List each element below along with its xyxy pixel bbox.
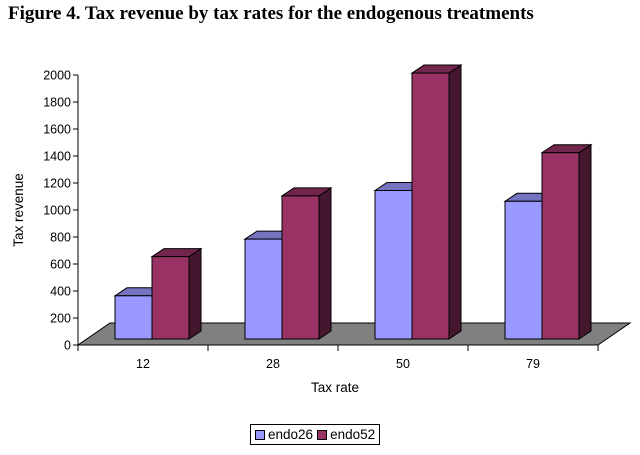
y-tick-label: 1400 [43,150,71,164]
bar-endo52-50 [410,64,463,340]
y-tick-label: 2000 [43,69,71,83]
bar-endo52-28 [280,186,333,340]
legend-swatch-endo26 [255,429,265,440]
legend-swatch-endo52 [317,429,328,440]
chart-title: Figure 4. Tax revenue by tax rates for t… [8,3,534,24]
legend-item-endo52: endo52 [317,427,375,442]
legend-label-endo26: endo26 [268,427,314,442]
y-tick-label: 1000 [43,204,71,218]
chart-axes: 0 200 400 600 800 1000 1200 1400 1600 1800 2000 12 2… [43,69,599,371]
y-tick-label: 200 [50,312,71,326]
y-tick-label: 600 [50,258,71,272]
x-tick-label: 79 [526,357,540,371]
y-tick-label: 1600 [43,123,71,137]
x-tick-label: 28 [266,357,280,371]
y-tick-label: 800 [50,231,71,245]
x-axis-label: Tax rate [311,380,359,395]
chart-bars [113,64,593,340]
y-tick-label: 1200 [43,177,71,191]
bar-endo52-12 [150,247,203,340]
legend-item-endo26: endo26 [255,427,313,442]
x-tick-label: 12 [136,357,150,371]
y-axis-label: Tax revenue [11,173,26,247]
y-tick-label: 400 [50,285,71,299]
legend-label-endo52: endo52 [330,427,376,442]
x-tick-label: 50 [396,357,410,371]
chart-legend: endo26 endo52 [250,424,381,445]
bar-endo52-79 [540,143,593,340]
y-tick-label: 1800 [43,96,71,110]
y-tick-label: 0 [64,339,71,353]
